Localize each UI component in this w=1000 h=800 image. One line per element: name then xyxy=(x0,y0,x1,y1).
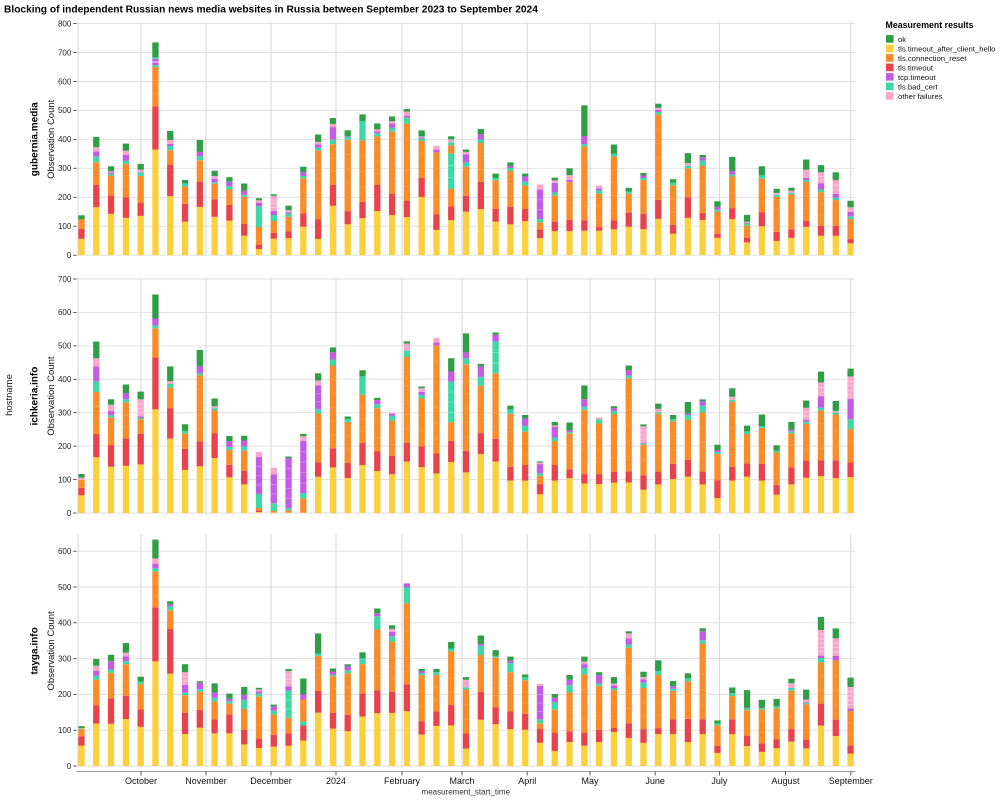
svg-text:Observation Count: Observation Count xyxy=(46,99,57,179)
svg-text:June: June xyxy=(645,776,665,786)
svg-text:2024: 2024 xyxy=(326,776,346,786)
svg-text:Measurement results: Measurement results xyxy=(886,20,974,30)
svg-text:November: November xyxy=(185,776,227,786)
svg-text:Observation Count: Observation Count xyxy=(46,356,57,436)
svg-text:tls.timeout_after_client_hello: tls.timeout_after_client_hello xyxy=(898,44,995,53)
svg-text:September: September xyxy=(829,776,873,786)
svg-text:500: 500 xyxy=(58,583,72,592)
svg-text:500: 500 xyxy=(58,342,72,351)
svg-text:March: March xyxy=(449,776,474,786)
svg-text:800: 800 xyxy=(58,19,72,28)
svg-text:100: 100 xyxy=(58,726,72,735)
svg-text:ichkeria.info: ichkeria.info xyxy=(30,367,41,426)
svg-text:700: 700 xyxy=(58,275,72,284)
svg-text:400: 400 xyxy=(58,135,72,144)
svg-text:tayga.info: tayga.info xyxy=(30,627,41,674)
svg-text:tls.bad_cert: tls.bad_cert xyxy=(898,82,939,91)
svg-text:400: 400 xyxy=(58,619,72,628)
svg-text:December: December xyxy=(250,776,292,786)
svg-text:gubernia.media: gubernia.media xyxy=(30,102,41,176)
svg-text:measurement_start_time: measurement_start_time xyxy=(422,788,511,797)
svg-text:600: 600 xyxy=(58,547,72,556)
svg-text:tcp.timeout: tcp.timeout xyxy=(898,73,936,82)
svg-text:200: 200 xyxy=(58,442,72,451)
svg-text:February: February xyxy=(384,776,421,786)
svg-text:300: 300 xyxy=(58,654,72,663)
svg-text:600: 600 xyxy=(58,308,72,317)
svg-text:100: 100 xyxy=(58,475,72,484)
svg-text:300: 300 xyxy=(58,409,72,418)
svg-text:August: August xyxy=(771,776,800,786)
svg-text:hostname: hostname xyxy=(4,374,15,416)
svg-text:Blocking of independent Russia: Blocking of independent Russian news med… xyxy=(4,5,538,16)
svg-text:May: May xyxy=(581,776,599,786)
svg-text:July: July xyxy=(711,776,728,786)
svg-text:600: 600 xyxy=(58,77,72,86)
svg-text:200: 200 xyxy=(58,193,72,202)
svg-text:700: 700 xyxy=(58,48,72,57)
svg-text:0: 0 xyxy=(67,251,72,260)
svg-text:0: 0 xyxy=(67,762,72,771)
svg-text:200: 200 xyxy=(58,690,72,699)
svg-text:October: October xyxy=(125,776,157,786)
svg-text:ok: ok xyxy=(898,35,906,44)
svg-text:500: 500 xyxy=(58,106,72,115)
svg-text:April: April xyxy=(518,776,536,786)
svg-text:400: 400 xyxy=(58,375,72,384)
svg-text:300: 300 xyxy=(58,164,72,173)
svg-text:0: 0 xyxy=(67,509,72,518)
svg-text:tls.timeout: tls.timeout xyxy=(898,63,934,72)
svg-text:other failures: other failures xyxy=(898,92,943,101)
svg-text:Observation Count: Observation Count xyxy=(46,611,57,691)
svg-text:tls.connection_reset: tls.connection_reset xyxy=(898,54,967,63)
svg-text:100: 100 xyxy=(58,222,72,231)
